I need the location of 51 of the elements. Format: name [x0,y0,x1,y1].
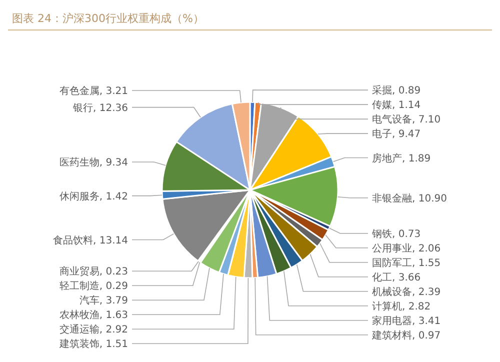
data-label: , 1.51 [99,339,128,350]
data-label: , 1.63 [99,310,128,322]
slice-label: 电子 [372,128,392,140]
data-label: , 3.41 [412,316,441,327]
data-label: , 2.82 [402,301,431,312]
data-label: , 2.92 [99,324,128,336]
slice-label: 家用电器 [372,314,412,327]
data-label: , 1.55 [412,258,441,269]
data-label: , 3.79 [99,296,128,307]
data-label: , 2.06 [412,243,441,254]
data-label: , 9.47 [392,129,421,140]
slice-label: 电气设备 [372,114,412,126]
slice-label: 交通运输 [59,324,100,336]
chart-title: 图表 24：沪深300行业权重构成（%） [12,12,204,25]
slice-label: 传媒 [372,100,392,112]
slice-label: 采掘 [372,84,392,97]
data-label: , 0.23 [99,266,128,278]
slice-label: 有色金属 [59,85,100,98]
slice-label: 国防军工 [372,256,412,269]
slice-label: 非银金融 [372,192,412,204]
slice-label: 公用事业 [372,242,412,254]
data-label: , 10.90 [412,193,447,204]
slice-label: 商业贸易 [59,266,100,278]
slice-label: 医药生物 [59,156,100,168]
data-label: , 1.14 [392,100,421,112]
slice-label: 房地产 [372,152,402,164]
data-label: , 9.34 [99,157,128,168]
slice-label: 建筑装饰 [58,338,100,350]
slice-label: 计算机 [372,300,402,312]
slice-label: 银行 [72,102,93,114]
slice-label: 轻工制造 [59,280,100,292]
slice-label: 食品饮料 [53,234,93,246]
data-label: , 2.39 [412,286,441,298]
data-label: , 0.29 [99,281,128,292]
slice-label: 汽车 [79,294,100,307]
data-label: , 1.42 [99,191,128,202]
data-label: , 13.14 [93,235,128,246]
data-label: , 0.73 [392,228,421,240]
data-label: , 0.97 [412,330,441,342]
data-label: , 3.21 [99,86,128,98]
data-label: , 12.36 [93,102,128,114]
slice-label: 钢铁 [371,228,392,240]
data-label: , 3.66 [392,272,421,284]
slice-label: 农林牧渔 [59,309,100,322]
slice-label: 化工 [372,271,392,284]
slice-label: 机械设备 [372,286,412,298]
slice-label: 建筑材料 [371,329,412,342]
data-label: , 1.89 [402,153,431,164]
slice-label: 休闲服务 [59,190,100,202]
data-label: , 7.10 [412,114,441,126]
data-label: , 0.89 [392,86,421,97]
